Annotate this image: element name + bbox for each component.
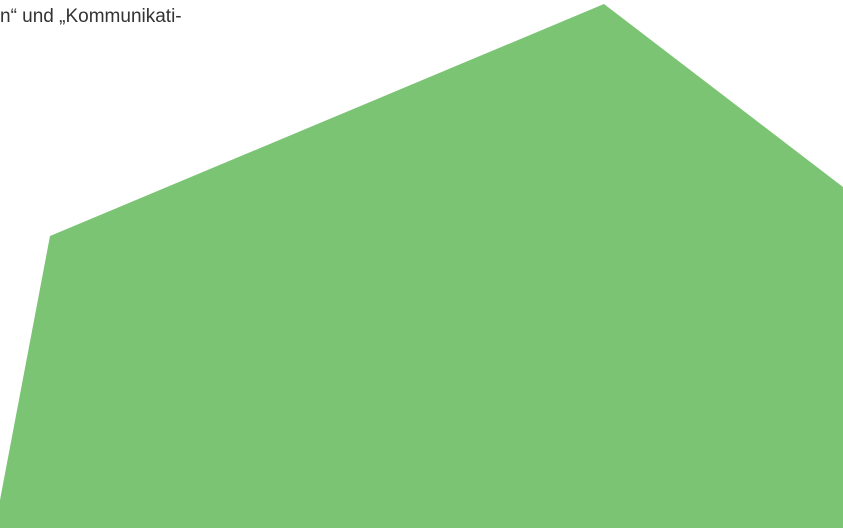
body-text-fragment: n“ und „Kommunikati- — [0, 6, 182, 27]
green-polygon-shape — [0, 4, 843, 528]
